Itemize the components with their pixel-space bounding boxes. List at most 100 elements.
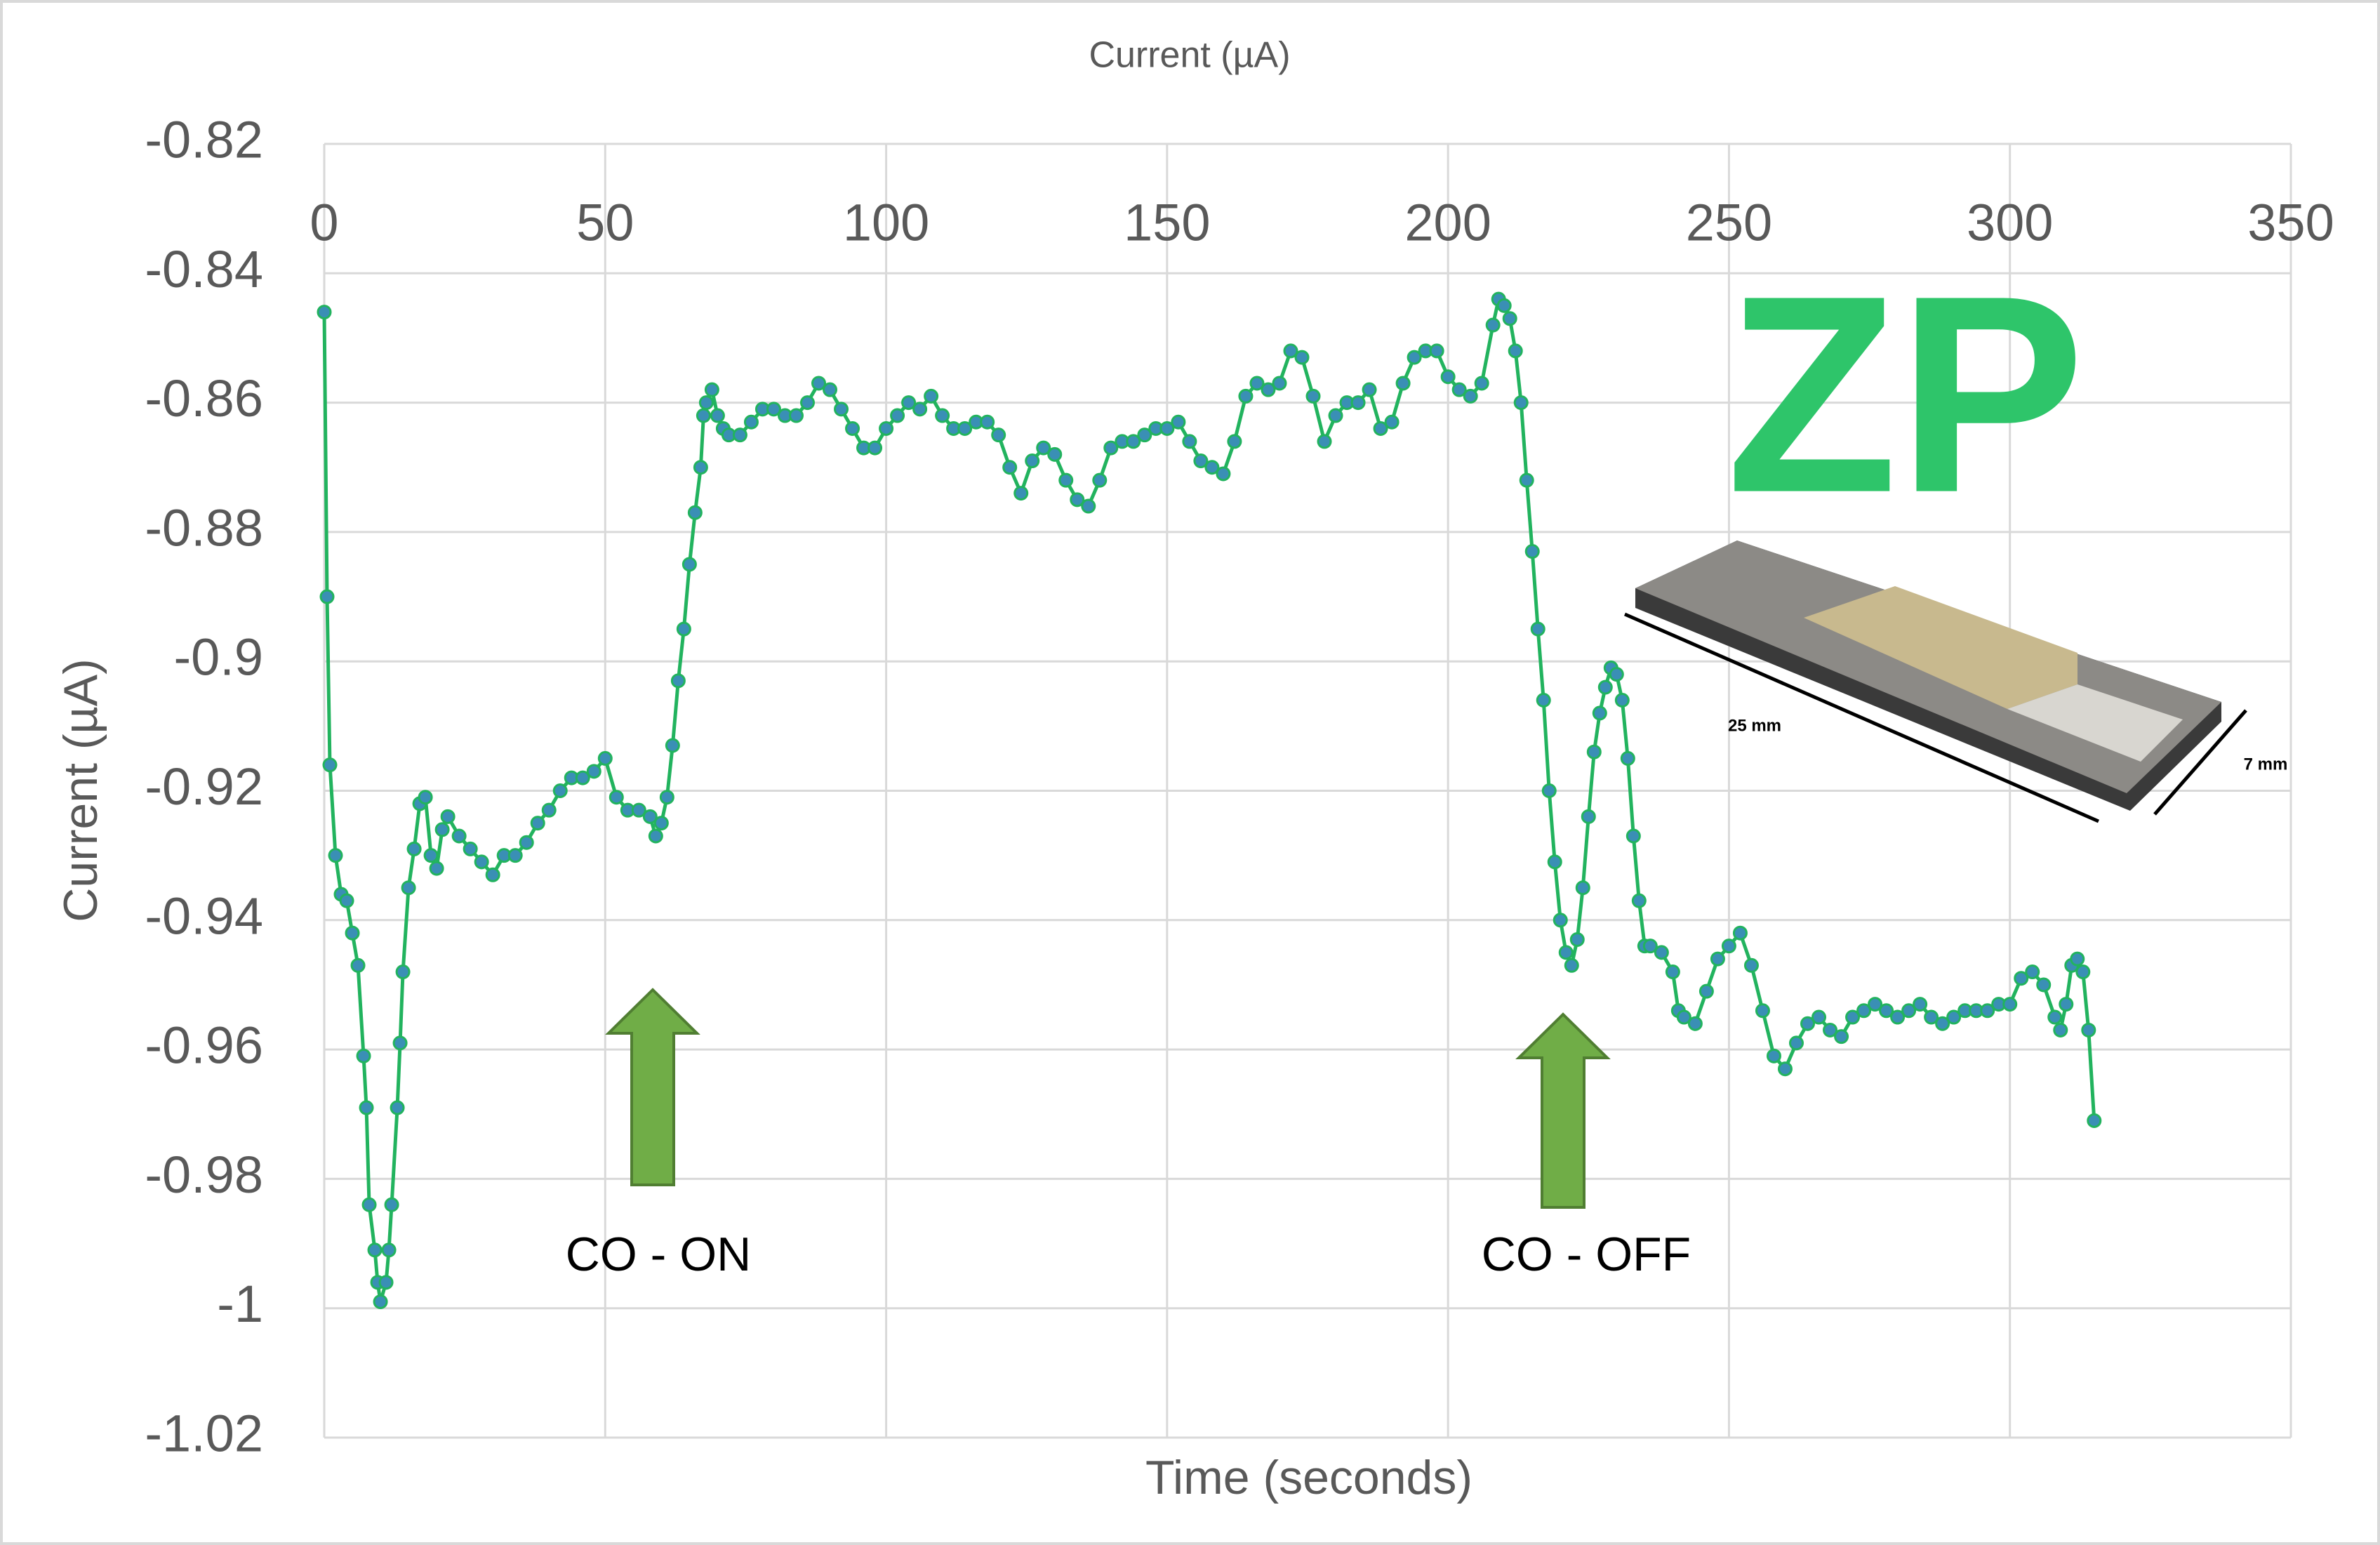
- data-point: [1665, 964, 1680, 980]
- data-point: [463, 841, 478, 856]
- data-point: [1002, 460, 1018, 475]
- data-point: [1811, 1009, 1827, 1025]
- data-point: [1788, 1035, 1804, 1051]
- data-point: [1581, 809, 1596, 824]
- data-point: [1823, 1022, 1838, 1037]
- data-point: [1238, 388, 1254, 404]
- x-tick-label: 100: [843, 194, 929, 252]
- data-point: [1092, 472, 1108, 488]
- data-point: [788, 408, 804, 423]
- sensor-image: [1623, 541, 2247, 823]
- data-point: [317, 305, 332, 320]
- data-point: [1451, 382, 1467, 397]
- data-point: [1362, 382, 1377, 397]
- x-tick-label: 150: [1124, 194, 1210, 252]
- data-point: [670, 673, 686, 689]
- data-point: [390, 1100, 405, 1115]
- data-point: [1013, 486, 1029, 501]
- data-point: [361, 1197, 377, 1212]
- data-point: [1407, 350, 1422, 365]
- data-point: [1519, 472, 1534, 488]
- data-point: [1508, 343, 1523, 359]
- data-point: [1698, 983, 1714, 999]
- data-point: [799, 395, 815, 411]
- logo: ZP: [1726, 237, 2085, 551]
- data-point: [980, 414, 995, 430]
- data-point: [1171, 414, 1186, 430]
- y-tick-label: -0.9: [173, 628, 263, 687]
- data-point: [1272, 376, 1287, 391]
- y-tick-label: -1.02: [145, 1405, 263, 1463]
- data-point: [1070, 492, 1085, 508]
- data-point: [1676, 1009, 1691, 1025]
- data-point: [423, 848, 439, 863]
- data-point: [1536, 692, 1551, 708]
- data-point: [732, 427, 747, 443]
- data-point: [823, 382, 838, 397]
- data-point: [1732, 925, 1748, 941]
- data-point: [2087, 1113, 2102, 1128]
- data-point: [1294, 350, 1310, 365]
- y-axis-title: Current (µA): [54, 658, 107, 922]
- data-point: [1261, 382, 1276, 397]
- annotation: CO - OFF: [1482, 1228, 1691, 1281]
- data-point: [1429, 343, 1444, 359]
- data-point: [597, 750, 613, 766]
- data-point: [373, 1294, 388, 1309]
- data-point: [1474, 376, 1489, 391]
- data-point: [418, 790, 433, 805]
- arrow: [605, 988, 700, 1186]
- data-point: [1328, 408, 1343, 423]
- data-point: [1592, 705, 1607, 721]
- data-point: [2002, 997, 2018, 1012]
- data-point: [2081, 1022, 2096, 1037]
- x-tick-label: 300: [1967, 194, 2053, 252]
- data-point: [2036, 977, 2052, 993]
- data-point: [1879, 1003, 1894, 1019]
- data-point: [1204, 460, 1220, 475]
- data-point: [1036, 440, 1051, 456]
- data-point: [1025, 453, 1040, 469]
- sensor-contacts: [2007, 684, 2183, 762]
- data-point: [1597, 679, 1613, 695]
- data-point: [1193, 453, 1209, 469]
- data-point: [659, 790, 674, 805]
- data-point: [1609, 667, 1624, 682]
- data-point: [440, 809, 456, 824]
- data-point: [328, 848, 343, 863]
- data-point: [924, 388, 939, 404]
- data-point: [1182, 434, 1197, 449]
- data-point: [378, 1275, 394, 1290]
- data-point: [642, 809, 658, 824]
- data-point: [710, 408, 725, 423]
- data-point: [1845, 1009, 1861, 1025]
- dimension-label: 7 mm: [2244, 755, 2288, 774]
- data-point: [406, 841, 422, 856]
- data-point: [1216, 466, 1231, 482]
- y-tick-label: -0.84: [145, 240, 263, 298]
- sensor-electrode: [1804, 586, 2077, 709]
- data-point: [867, 440, 883, 456]
- data-point: [890, 408, 905, 423]
- data-point: [395, 964, 411, 980]
- data-point: [1373, 420, 1388, 436]
- y-tick-label: -0.86: [145, 369, 263, 427]
- data-point: [1890, 1009, 1906, 1025]
- data-point: [1317, 434, 1332, 449]
- data-point: [1524, 544, 1540, 559]
- data-point: [1103, 440, 1119, 456]
- arrow: [1515, 1012, 1611, 1209]
- data-point: [2059, 997, 2074, 1012]
- data-point: [1743, 957, 1759, 973]
- data-point: [507, 848, 523, 863]
- data-point: [2014, 971, 2029, 986]
- data-point: [1654, 945, 1669, 960]
- data-point: [1620, 750, 1635, 766]
- data-point: [2025, 964, 2040, 980]
- data-point: [2053, 1022, 2068, 1037]
- data-point: [693, 460, 708, 475]
- x-tick-label: 250: [1686, 194, 1772, 252]
- data-point: [1227, 434, 1242, 449]
- data-point: [665, 738, 680, 753]
- data-point: [1924, 1009, 1939, 1025]
